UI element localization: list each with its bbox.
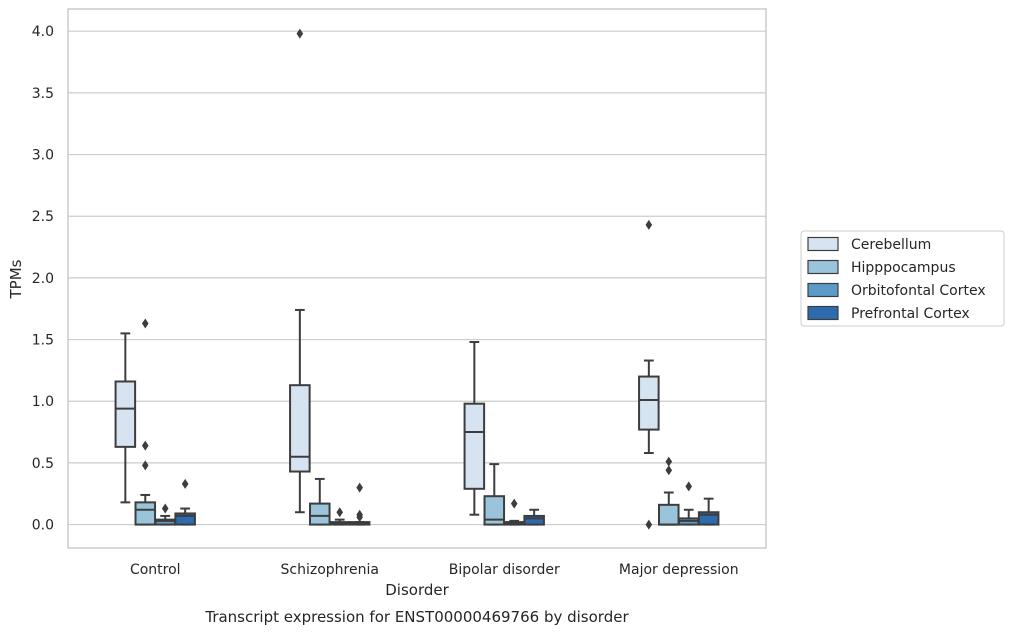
- box: [289, 28, 311, 514]
- outlier-point: [665, 465, 673, 476]
- y-axis-label: TPMs: [7, 259, 25, 299]
- outlier-point: [356, 482, 363, 493]
- box: [174, 478, 196, 526]
- box-iqr: [463, 402, 486, 490]
- legend: Cerebellum Hipppocampus Orbitofontal Corte…: [800, 230, 1005, 327]
- x-tick-label: Bipolar disorder: [449, 562, 560, 578]
- y-tick-label: 1.5: [32, 333, 54, 349]
- box-iqr: [134, 501, 157, 526]
- box: [154, 503, 176, 526]
- outlier-point: [356, 512, 363, 523]
- box-iqr: [114, 380, 137, 448]
- outlier-point: [141, 460, 149, 471]
- y-tick-labels: 0.0 0.5 1.0 1.5 2.0 2.5 3.0 3.5 4.0: [32, 24, 54, 533]
- box-plot-series: [114, 28, 720, 530]
- x-tick-label: Control: [130, 562, 181, 578]
- box: [114, 332, 137, 504]
- legend-swatch: [807, 259, 839, 275]
- box: [677, 481, 700, 526]
- y-tick-label: 0.0: [32, 518, 54, 534]
- chart-title: Transcript expression for ENST0000046976…: [204, 608, 629, 626]
- box-iqr: [309, 502, 331, 526]
- outlier-point: [665, 456, 673, 467]
- legend-label: Cerebellum: [851, 237, 931, 253]
- outlier-point: [141, 318, 149, 329]
- y-tick-label: 2.0: [32, 271, 54, 287]
- box-iqr: [289, 384, 311, 473]
- outlier-point: [161, 503, 169, 514]
- outlier-point: [510, 498, 518, 509]
- grid-lines: [68, 30, 766, 526]
- legend-label: Prefrontal Cortex: [851, 306, 970, 322]
- box-iqr: [483, 495, 506, 526]
- x-axis-label: Disorder: [385, 581, 449, 599]
- y-tick-label: 4.0: [32, 24, 54, 40]
- outlier-point: [181, 478, 189, 489]
- legend-label: Orbitofontal Cortex: [851, 283, 986, 299]
- outlier-point: [141, 440, 149, 451]
- legend-label: Hipppocampus: [851, 260, 956, 276]
- x-tick-label: Major depression: [619, 562, 739, 578]
- box: [638, 219, 660, 530]
- box: [348, 482, 371, 526]
- box: [658, 456, 680, 526]
- plot-frame: [67, 8, 767, 549]
- box: [463, 341, 486, 516]
- box-iqr: [174, 512, 196, 526]
- box: [523, 508, 545, 526]
- box: [309, 477, 331, 526]
- outlier-point: [336, 507, 344, 518]
- box: [134, 318, 157, 526]
- outlier-point: [645, 219, 653, 230]
- legend-frame: [800, 230, 1005, 327]
- x-tick-label: Schizophrenia: [281, 562, 379, 578]
- y-tick-label: 0.5: [32, 456, 54, 472]
- legend-swatch: [807, 282, 839, 298]
- outlier-point: [296, 28, 304, 39]
- box: [328, 507, 351, 526]
- legend-swatch: [807, 305, 839, 321]
- box-iqr: [638, 375, 660, 431]
- legend-swatch: [807, 236, 839, 252]
- y-tick-label: 2.5: [32, 209, 54, 225]
- box: [697, 497, 720, 526]
- y-tick-label: 3.5: [32, 86, 54, 102]
- y-tick-label: 3.0: [32, 148, 54, 164]
- box: [483, 463, 506, 526]
- x-tick-labels: Control Schizophrenia Bipolar disorder Majo…: [130, 562, 739, 578]
- box-iqr: [658, 503, 680, 526]
- box-iqr: [523, 514, 545, 526]
- y-tick-label: 1.0: [32, 394, 54, 410]
- outlier-point: [645, 519, 653, 530]
- box: [503, 498, 525, 526]
- outlier-point: [685, 481, 693, 492]
